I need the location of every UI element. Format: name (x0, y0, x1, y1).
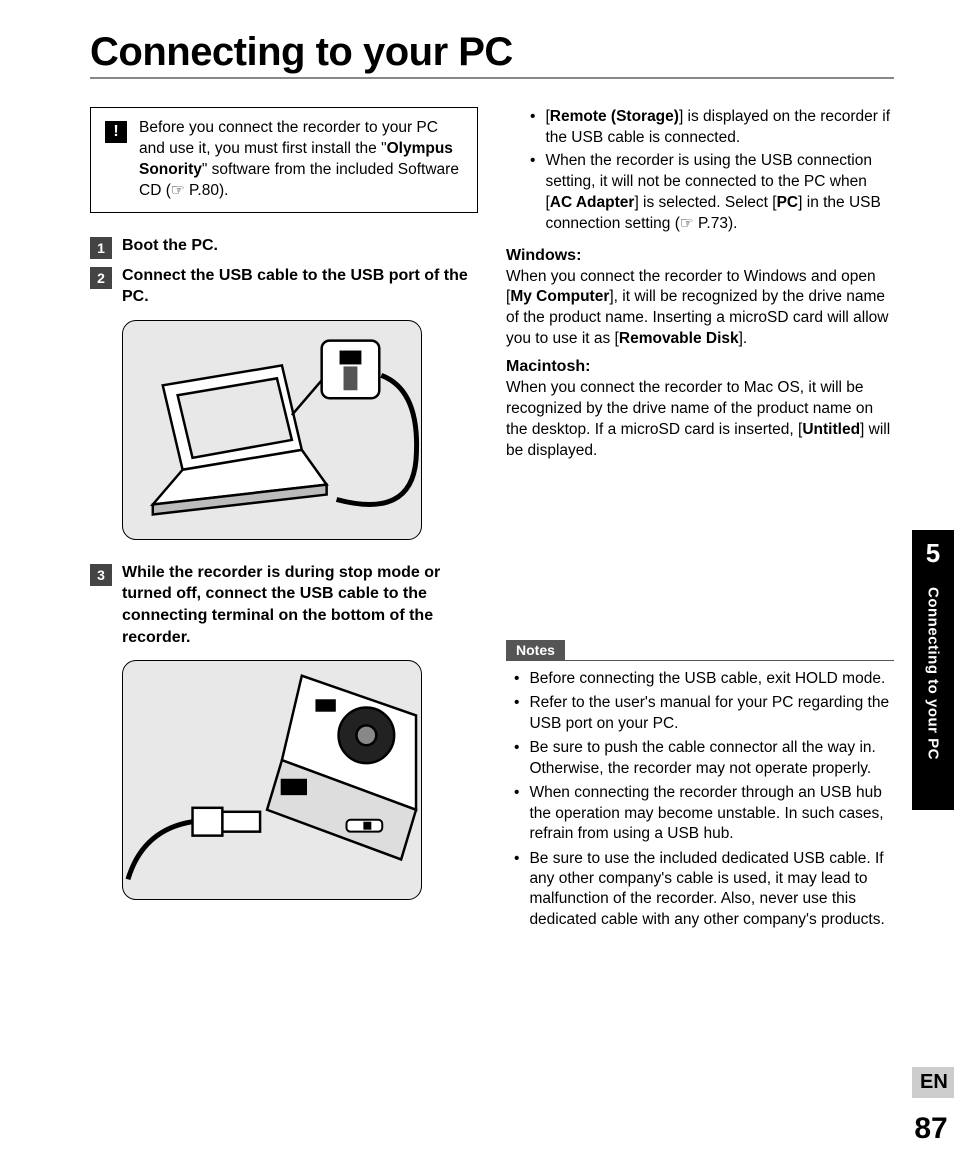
note-item: Refer to the user's manual for your PC r… (506, 693, 894, 734)
step-text: Connect the USB cable to the USB port of… (122, 265, 478, 308)
step-number: 3 (90, 564, 112, 586)
chapter-title-vertical: Connecting to your PC (925, 587, 942, 760)
bullet-item: When the recorder is using the USB conne… (506, 151, 894, 235)
step-1: 1 Boot the PC. (90, 235, 478, 259)
step-2: 2 Connect the USB cable to the USB port … (90, 265, 478, 308)
left-column: ! Before you connect the recorder to you… (90, 107, 478, 934)
chapter-number: 5 (912, 530, 954, 569)
step-text: While the recorder is during stop mode o… (122, 562, 478, 648)
callout-text: Before you connect the recorder to your … (139, 118, 463, 202)
info-bullets: [Remote (Storage)] is displayed on the r… (506, 107, 894, 235)
alert-icon: ! (105, 121, 127, 143)
chapter-tab: 5 Connecting to your PC (912, 530, 954, 810)
right-column: [Remote (Storage)] is displayed on the r… (506, 107, 894, 934)
mac-heading: Macintosh: (506, 358, 894, 376)
illustration-laptop-usb (122, 320, 422, 540)
page-number: 87 (910, 1112, 952, 1146)
step-3: 3 While the recorder is during stop mode… (90, 562, 478, 648)
info-callout: ! Before you connect the recorder to you… (90, 107, 478, 213)
note-item: Be sure to use the included dedicated US… (506, 849, 894, 931)
step-text: Boot the PC. (122, 235, 478, 259)
notes-list: Before connecting the USB cable, exit HO… (506, 669, 894, 930)
bullet-item: [Remote (Storage)] is displayed on the r… (506, 107, 894, 149)
mac-text: When you connect the recorder to Mac OS,… (506, 378, 894, 462)
note-item: When connecting the recorder through an … (506, 783, 894, 844)
notes-label: Notes (506, 640, 565, 660)
step-number: 1 (90, 237, 112, 259)
notes-section: Notes Before connecting the USB cable, e… (506, 640, 894, 930)
page-title: Connecting to your PC (90, 30, 894, 79)
windows-text: When you connect the recorder to Windows… (506, 267, 894, 351)
language-badge: EN (912, 1067, 954, 1098)
illustration-recorder-usb (122, 660, 422, 900)
windows-heading: Windows: (506, 247, 894, 265)
note-item: Before connecting the USB cable, exit HO… (506, 669, 894, 689)
note-item: Be sure to push the cable connector all … (506, 738, 894, 779)
step-number: 2 (90, 267, 112, 289)
